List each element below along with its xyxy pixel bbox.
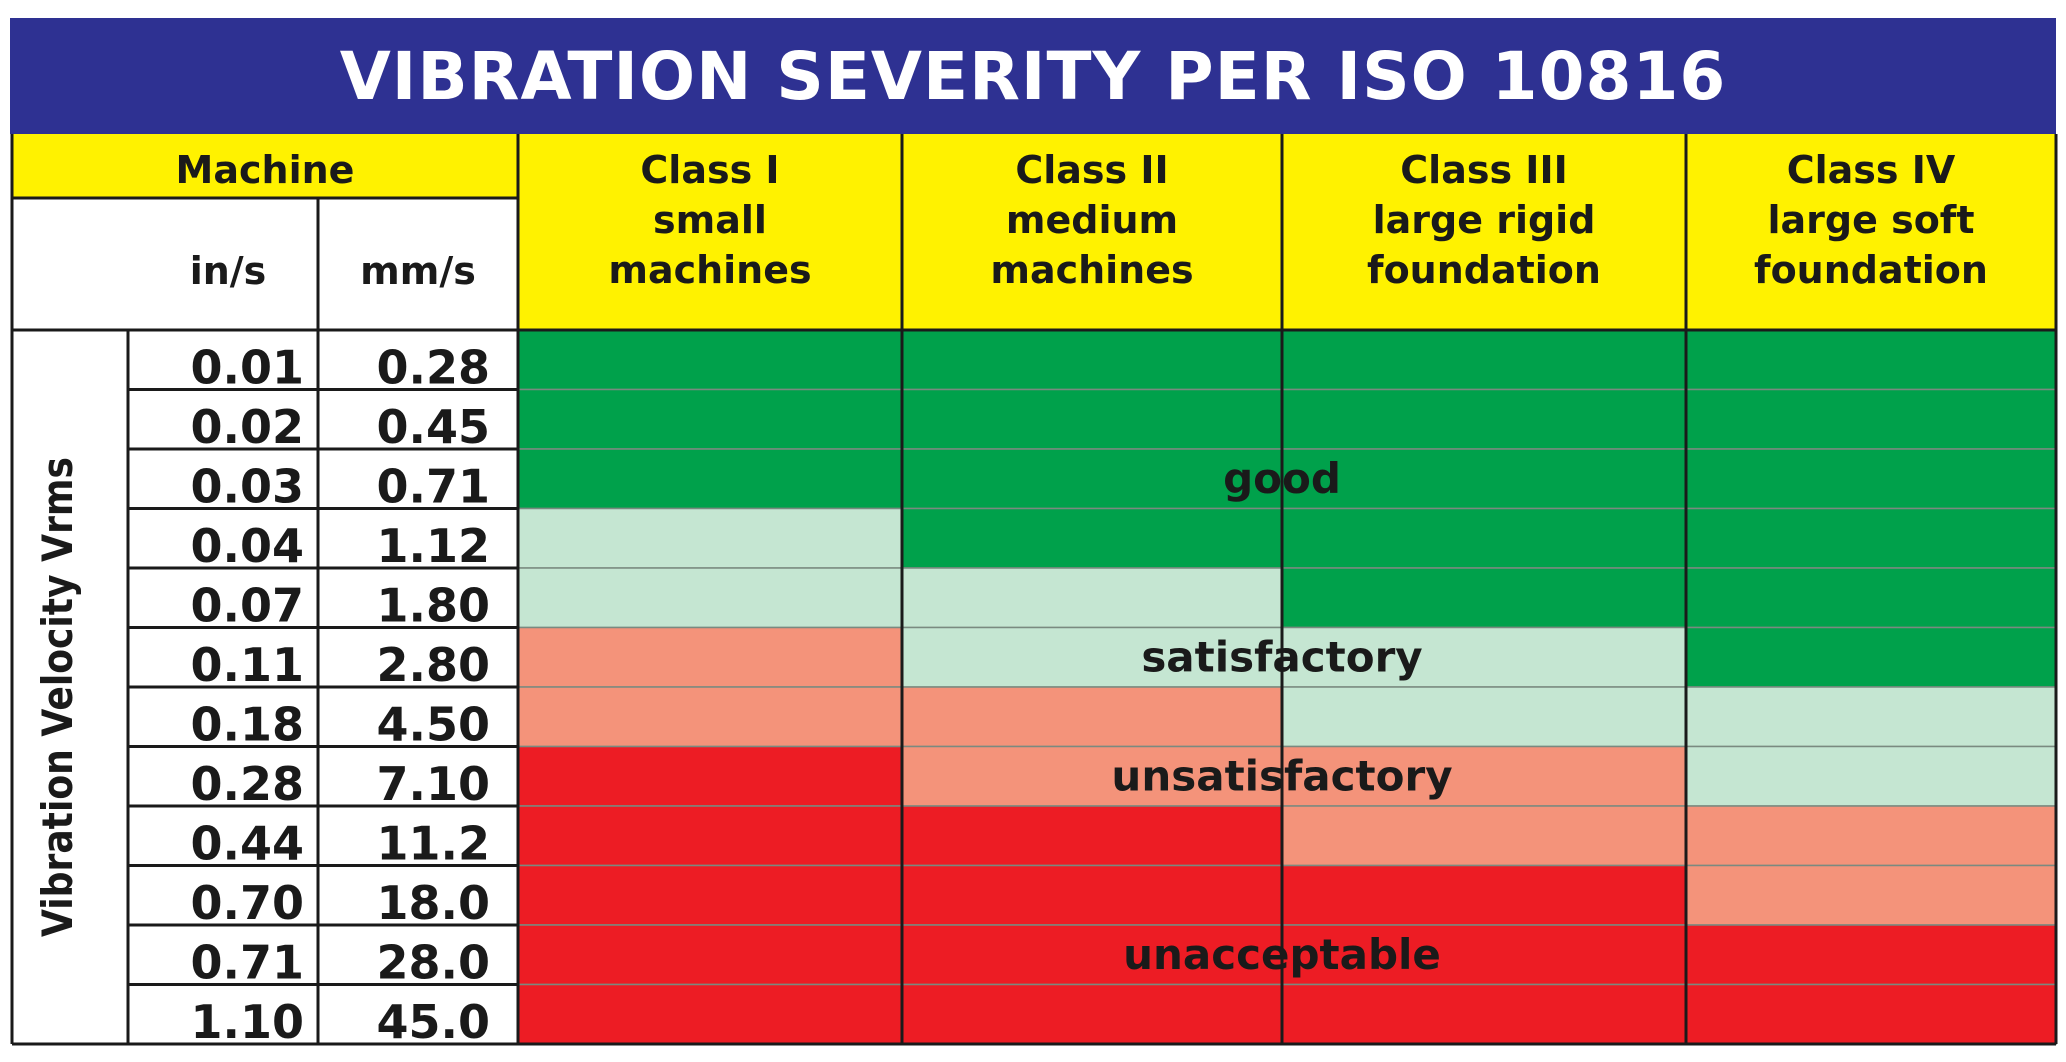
row-mm-per-s-value: 18.0 [377,876,491,930]
zone-cell-satisfactory [901,567,1283,629]
zone-cell-good [901,448,1283,510]
zone-cell-good [517,388,903,450]
zone-cell-unsatisfactory [1685,864,2057,926]
zone-cell-unsatisfactory [1685,805,2057,867]
row-in-per-s-value: 0.28 [191,757,305,811]
row-in-per-s-value: 0.01 [191,341,305,395]
zone-cell-unacceptable [1281,983,1687,1045]
row-mm-per-s-value: 11.2 [377,817,491,871]
zone-cell-satisfactory [1281,686,1687,748]
zone-cell-satisfactory [1685,745,2057,807]
row-in-per-s-value: 1.10 [191,995,305,1049]
zone-cell-unacceptable [517,924,903,986]
zone-cell-good [1685,626,2057,688]
row-in-per-s-value: 0.04 [191,519,305,573]
zone-cell-satisfactory [517,567,903,629]
zone-label-unsatisfactory: unsatisfactory [1111,751,1452,800]
zone-cell-good [1281,507,1687,569]
class-header-2-line-2: medium [1006,198,1178,242]
row-mm-per-s-value: 0.45 [377,400,491,454]
class-header-bg [518,134,2056,330]
row-mm-per-s-value: 1.12 [377,519,491,573]
zone-cell-unacceptable [1685,924,2057,986]
zone-cell-good [1281,448,1687,510]
row-in-per-s-value: 0.03 [191,460,305,514]
zone-cell-good [901,329,1283,391]
chart-title: VIBRATION SEVERITY PER ISO 10816 [10,18,2056,134]
zone-cell-unacceptable [1685,983,2057,1045]
zone-cell-good [1685,388,2057,450]
zone-cell-unacceptable [517,745,903,807]
zone-cell-unacceptable [517,805,903,867]
zone-cell-satisfactory [1685,686,2057,748]
zone-cell-good [1685,448,2057,510]
unit-header-in-per-s: in/s [190,249,267,293]
row-mm-per-s-value: 7.10 [377,757,491,811]
zone-cell-good [1281,329,1687,391]
class-header-1-line-3: machines [608,248,811,292]
row-in-per-s-value: 0.11 [191,638,305,692]
row-axis-label: Vibration Velocity Vrms [33,457,82,937]
zone-cell-good [1685,567,2057,629]
row-mm-per-s-value: 4.50 [377,698,491,752]
zone-cell-good [517,329,903,391]
zone-cell-unsatisfactory [901,686,1283,748]
zone-cell-good [1685,329,2057,391]
zone-label-good: good [1223,454,1341,503]
row-mm-per-s-value: 28.0 [377,936,491,990]
class-header-4-line-1: Class IV [1787,148,1956,192]
class-header-1-line-2: small [653,198,767,242]
row-in-per-s-value: 0.71 [191,936,305,990]
zone-cell-unacceptable [517,983,903,1045]
row-in-per-s-value: 0.07 [191,579,305,633]
zone-cell-good [1685,507,2057,569]
zone-cell-unsatisfactory [517,626,903,688]
zone-cell-good [1281,388,1687,450]
row-mm-per-s-value: 0.71 [377,460,491,514]
zone-cell-unacceptable [901,805,1283,867]
zone-cell-satisfactory [517,507,903,569]
row-in-per-s-value: 0.70 [191,876,305,930]
zone-cell-unacceptable [901,983,1283,1045]
row-in-per-s-value: 0.18 [191,698,305,752]
row-mm-per-s-value: 1.80 [377,579,491,633]
zone-cell-unacceptable [1281,924,1687,986]
class-header-3-line-2: large rigid [1373,198,1596,242]
zone-cell-unacceptable [517,864,903,926]
machine-header-bg [12,134,518,198]
zone-cell-good [901,388,1283,450]
zone-label-satisfactory: satisfactory [1141,632,1422,681]
class-header-4-line-3: foundation [1754,248,1988,292]
machine-header: Machine [176,148,355,192]
row-mm-per-s-value: 0.28 [377,341,491,395]
zone-cell-satisfactory [1281,626,1687,688]
row-in-per-s-value: 0.02 [191,400,305,454]
class-header-3-line-1: Class III [1400,148,1567,192]
zone-label-unacceptable: unacceptable [1123,930,1441,979]
class-header-2-line-3: machines [990,248,1193,292]
class-header-3-line-3: foundation [1367,248,1601,292]
row-in-per-s-value: 0.44 [191,817,305,871]
zone-cell-unsatisfactory [1281,805,1687,867]
zone-cell-unacceptable [901,864,1283,926]
row-mm-per-s-value: 2.80 [377,638,491,692]
zone-cell-unsatisfactory [517,686,903,748]
unit-header-mm-per-s: mm/s [360,249,476,293]
class-header-2-line-1: Class II [1015,148,1168,192]
zone-cell-satisfactory [901,626,1283,688]
zone-cell-unsatisfactory [901,745,1283,807]
class-header-1-line-1: Class I [640,148,779,192]
row-mm-per-s-value: 45.0 [377,995,491,1049]
zone-cell-good [1281,567,1687,629]
zone-cell-good [517,448,903,510]
zone-cell-good [901,507,1283,569]
class-header-4-line-2: large soft [1767,198,1974,242]
zone-cell-unacceptable [1281,864,1687,926]
